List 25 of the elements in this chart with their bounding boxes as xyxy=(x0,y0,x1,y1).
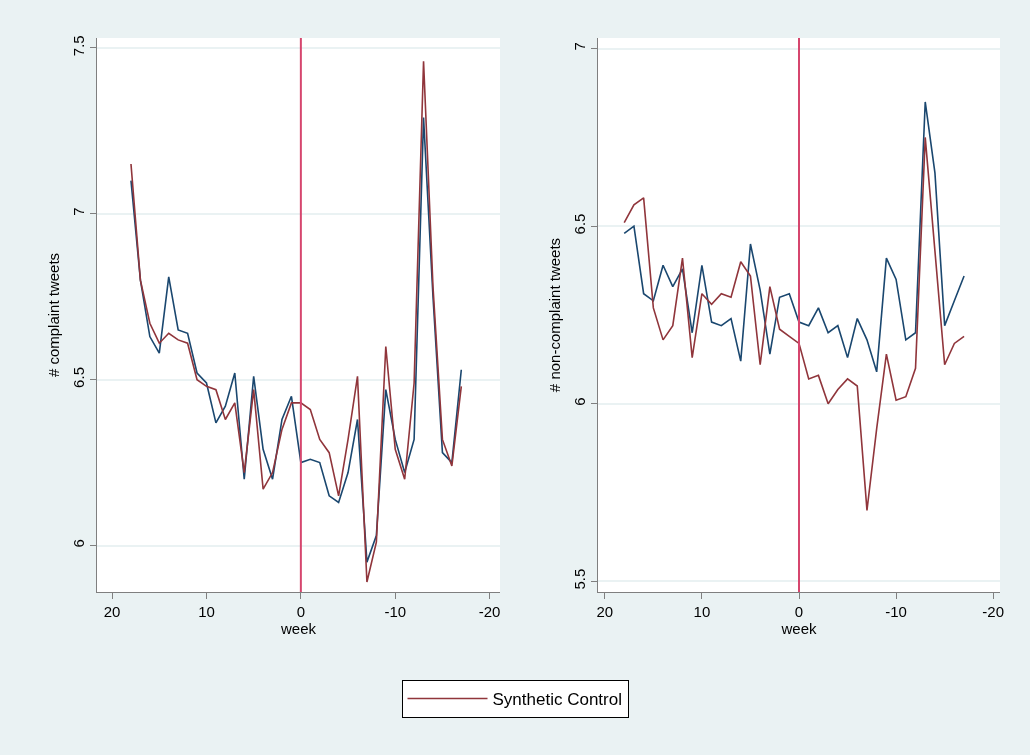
y-axis-title: # complaint tweets xyxy=(45,252,63,378)
y-tick-label: 7 xyxy=(70,207,87,216)
x-tick-label: -20 xyxy=(982,603,1005,620)
x-tick-label: 0 xyxy=(794,603,804,620)
y-tick-label: 6.5 xyxy=(571,213,588,235)
x-tick-label: 10 xyxy=(693,603,711,620)
y-axis-title: # non-complaint tweets xyxy=(546,237,564,393)
y-tick-label: 5.5 xyxy=(571,568,588,590)
x-tick-label: -20 xyxy=(478,603,501,620)
line-series xyxy=(623,101,965,373)
x-tick-label: 10 xyxy=(198,603,215,620)
y-tick-label: 6 xyxy=(70,539,87,548)
x-tick-label: -10 xyxy=(384,603,407,620)
x-tick-label: 0 xyxy=(296,603,306,620)
legend-label: Synthetic Control xyxy=(492,690,622,710)
line-series xyxy=(623,136,965,512)
x-axis-title: week xyxy=(780,620,817,637)
y-tick-label: 6 xyxy=(571,397,588,406)
x-tick-label: 20 xyxy=(596,603,614,620)
x-axis-title: week xyxy=(279,620,317,637)
y-tick-label: 6.5 xyxy=(70,367,87,388)
x-tick-label: -10 xyxy=(885,603,907,620)
x-tick-label: 20 xyxy=(103,603,121,620)
y-tick-label: 7.5 xyxy=(70,35,87,57)
y-tick-label: 7 xyxy=(571,42,588,51)
